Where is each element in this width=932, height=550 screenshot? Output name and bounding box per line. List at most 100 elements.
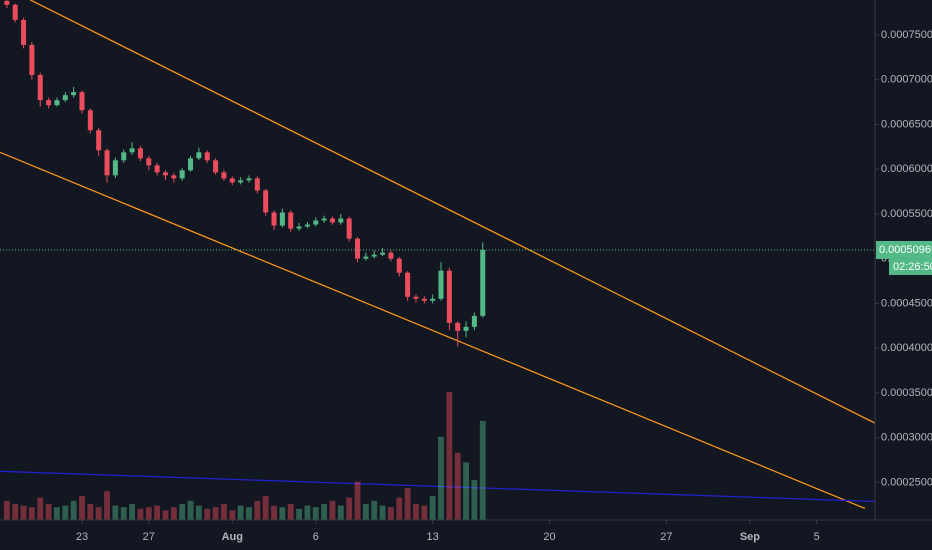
volume-bar [463,462,469,520]
countdown-box [889,258,932,275]
candle-body [179,170,185,179]
candle-body [21,19,27,45]
candle-body [288,212,294,229]
volume-bar [70,500,77,520]
x-tick-label: 5 [814,531,820,543]
volume-bar [45,504,52,520]
candle-body [263,190,269,213]
volume-bar [12,504,19,520]
candle-body [188,158,194,171]
candle-body [455,322,461,331]
volume-bar [62,505,69,520]
volume-bar [179,504,186,520]
candle-body [380,252,386,255]
volume-bar [413,504,419,520]
volume-bar [429,496,436,520]
volume-bar [321,504,328,520]
volume-bar [221,504,227,520]
candle-body [246,178,252,181]
candle-body [363,256,369,259]
y-tick-label: 0.00075000 [881,29,932,41]
candle-body [146,158,152,166]
volume-bar [170,507,177,520]
candle-body [271,212,277,226]
candle-body [430,298,436,301]
x-tick-label: Aug [222,531,243,543]
candle-body [129,148,135,153]
volume-bar [79,496,85,520]
candle-body [171,175,177,179]
countdown-label: 02:26:50 [893,261,932,273]
volume-bar [154,505,161,520]
candle-body [4,0,10,5]
candle-body [229,178,235,183]
volume-bar [104,491,110,520]
volume-bar [271,505,277,520]
volume-bar [379,505,386,520]
volume-bar [3,500,10,520]
volume-bar [287,504,294,520]
volume-bar [454,452,461,520]
candle-body [87,110,93,131]
candle-body [405,272,411,297]
volume-bar [112,505,119,520]
candle-body [238,180,244,183]
candle-body [338,218,344,223]
trendline [0,151,866,510]
candle-body [62,95,68,101]
plot-area [0,0,875,520]
volume-bar [446,392,453,520]
volume-bar [246,507,252,520]
volume-bar [120,507,127,520]
volume-bar [262,496,269,520]
x-tick-label: 13 [427,531,439,543]
candle-body [12,4,18,20]
candle-body [279,212,285,226]
volume-bar [279,507,286,520]
candle-body [71,92,77,96]
candle-body [29,44,35,76]
volume-bar [237,505,244,520]
volume-bar [95,507,102,520]
x-tick-label: 27 [660,531,672,543]
candle-body [79,92,85,111]
volume-bar [212,507,219,520]
volume-bar [387,507,394,520]
candle-body [46,100,52,106]
volume-bar [329,500,336,520]
candle-body [213,160,219,173]
volume-bar [337,505,344,520]
candle-body [413,296,419,299]
candle-body [112,160,118,176]
volume-bar [54,507,60,520]
candle-body [104,150,110,176]
candle-body [313,220,319,225]
last-price-label: 0.00050969 [879,244,932,256]
volume-bar [162,510,169,520]
last-price-box [876,240,932,259]
volume-bar [28,507,35,520]
candle-body [196,152,202,159]
candle-body [371,254,377,257]
candle-body [296,226,302,229]
volume-bar [137,508,144,520]
volume-bar [354,481,361,520]
volume-bar [254,500,261,520]
candle-body [254,178,260,191]
candle-body [346,218,352,239]
candle-body [54,100,60,106]
candle-body [154,165,160,173]
volume-bar [145,507,152,520]
volume-bar [20,505,27,520]
